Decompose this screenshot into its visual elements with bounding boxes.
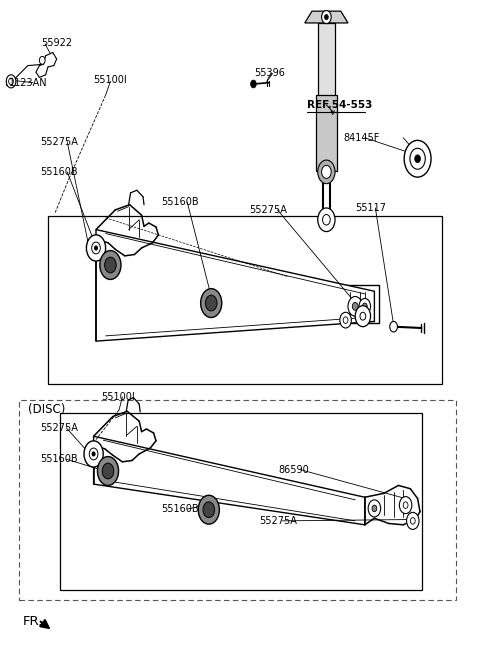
Text: 55396: 55396 <box>254 68 285 79</box>
Circle shape <box>359 298 371 314</box>
Circle shape <box>86 235 106 261</box>
Circle shape <box>318 160 335 184</box>
Bar <box>48 216 442 384</box>
Text: 84145F: 84145F <box>343 133 380 143</box>
Text: 86590: 86590 <box>278 464 309 475</box>
Circle shape <box>6 75 16 88</box>
Text: (DISC): (DISC) <box>28 403 65 417</box>
Text: 55275A: 55275A <box>259 516 297 526</box>
Text: 55100I: 55100I <box>94 75 127 85</box>
Circle shape <box>84 441 103 467</box>
Polygon shape <box>305 11 348 23</box>
Text: 1123AN: 1123AN <box>9 78 47 89</box>
Polygon shape <box>96 230 374 341</box>
Circle shape <box>105 257 116 273</box>
Circle shape <box>251 80 256 88</box>
Text: 55160B: 55160B <box>161 197 198 207</box>
Circle shape <box>372 505 377 512</box>
Bar <box>318 23 335 98</box>
Circle shape <box>399 497 412 514</box>
Circle shape <box>92 242 100 254</box>
Circle shape <box>39 56 45 64</box>
Circle shape <box>201 289 222 318</box>
Bar <box>60 413 422 590</box>
Circle shape <box>355 306 371 327</box>
Text: REF.54-553: REF.54-553 <box>307 100 372 110</box>
Polygon shape <box>94 436 365 525</box>
Bar <box>316 95 337 171</box>
Circle shape <box>203 502 215 518</box>
Bar <box>6 78 12 85</box>
Circle shape <box>407 512 419 529</box>
Circle shape <box>410 518 415 524</box>
Text: 55160B: 55160B <box>40 167 77 177</box>
Circle shape <box>415 155 420 163</box>
Circle shape <box>352 302 358 310</box>
Circle shape <box>100 251 121 279</box>
Text: FR.: FR. <box>23 615 43 628</box>
Circle shape <box>198 495 219 524</box>
Text: 55160B: 55160B <box>161 504 198 514</box>
Circle shape <box>322 10 331 24</box>
Circle shape <box>324 14 328 20</box>
Text: 55160B: 55160B <box>40 454 77 464</box>
Text: 55117: 55117 <box>355 203 386 213</box>
Text: 55275A: 55275A <box>40 422 78 433</box>
Circle shape <box>360 312 366 320</box>
Text: 55275A: 55275A <box>250 205 288 215</box>
Text: 55275A: 55275A <box>40 136 78 147</box>
Circle shape <box>205 295 217 311</box>
Circle shape <box>390 321 397 332</box>
Circle shape <box>9 78 13 85</box>
Circle shape <box>343 317 348 323</box>
Circle shape <box>368 500 381 517</box>
Circle shape <box>92 452 95 456</box>
Circle shape <box>323 215 330 225</box>
Circle shape <box>410 148 425 169</box>
Circle shape <box>89 448 98 460</box>
Circle shape <box>97 457 119 485</box>
Circle shape <box>95 246 97 250</box>
Circle shape <box>318 208 335 232</box>
Text: 55922: 55922 <box>41 37 72 48</box>
Circle shape <box>404 140 431 177</box>
Circle shape <box>403 502 408 508</box>
Circle shape <box>102 463 114 479</box>
Circle shape <box>348 297 362 316</box>
Circle shape <box>340 312 351 328</box>
Bar <box>346 285 379 323</box>
Circle shape <box>362 303 367 310</box>
Bar <box>19 400 456 600</box>
Text: 55100I: 55100I <box>101 392 134 402</box>
Circle shape <box>322 165 331 178</box>
